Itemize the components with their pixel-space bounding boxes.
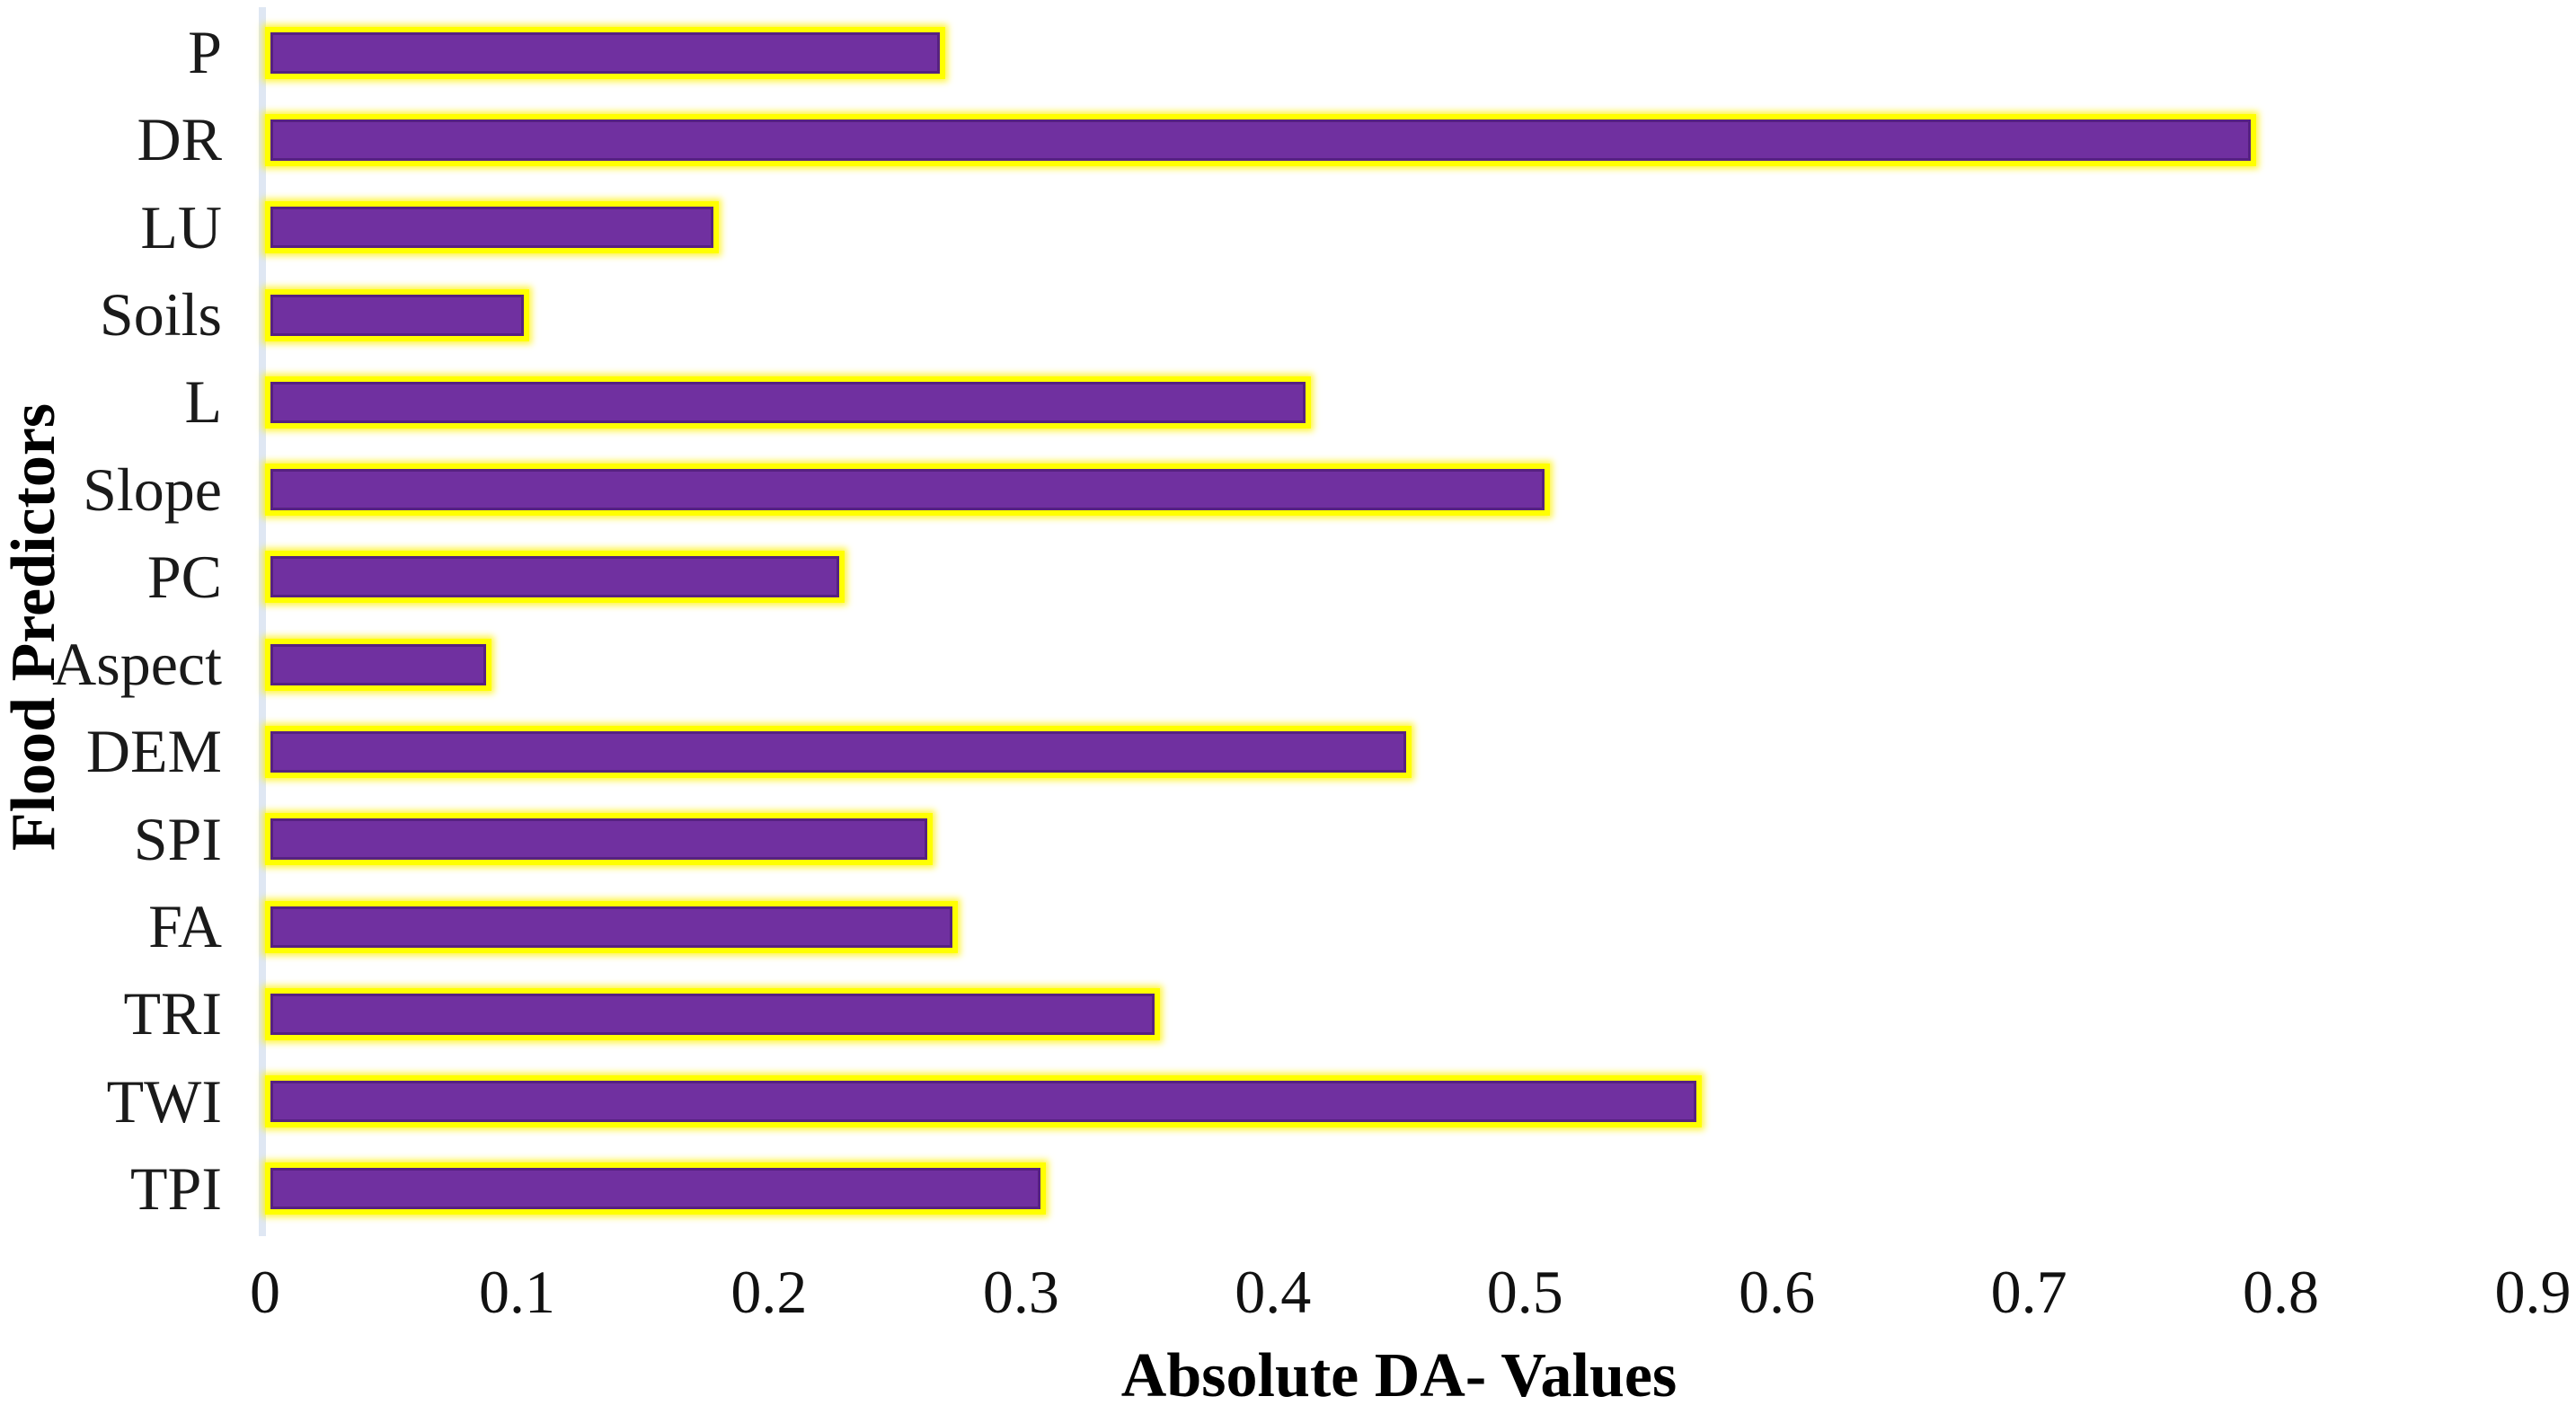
x-tick-0: 0 xyxy=(250,1258,280,1326)
category-label-FA: FA xyxy=(148,891,222,960)
x-tick-0.8: 0.8 xyxy=(2243,1258,2320,1326)
x-tick-0.3: 0.3 xyxy=(982,1258,1059,1326)
category-label-Slope: Slope xyxy=(83,455,222,524)
bar-PC xyxy=(265,551,845,604)
bar-P xyxy=(265,26,945,79)
bar-LU xyxy=(265,201,719,254)
category-label-SPI: SPI xyxy=(133,804,222,873)
category-label-DR: DR xyxy=(137,105,222,174)
bar-DEM xyxy=(265,725,1412,778)
y-axis-line xyxy=(259,7,266,1236)
category-label-TRI: TRI xyxy=(123,979,222,1048)
bar-FA xyxy=(265,900,958,953)
x-tick-0.9: 0.9 xyxy=(2494,1258,2572,1326)
bar-TWI xyxy=(265,1075,1702,1128)
bar-DR xyxy=(265,113,2256,166)
category-label-Aspect: Aspect xyxy=(52,630,222,699)
category-label-TWI: TWI xyxy=(106,1066,222,1136)
x-axis-title: Absolute DA- Values xyxy=(1120,1341,1677,1410)
x-tick-0.6: 0.6 xyxy=(1739,1258,1816,1326)
x-tick-0.1: 0.1 xyxy=(478,1258,555,1326)
x-tick-0.4: 0.4 xyxy=(1235,1258,1312,1326)
bar-Slope xyxy=(265,464,1550,517)
category-label-DEM: DEM xyxy=(85,717,222,786)
bar-TPI xyxy=(265,1162,1046,1215)
bar-L xyxy=(265,376,1311,429)
category-label-LU: LU xyxy=(140,192,222,261)
category-label-PC: PC xyxy=(146,542,222,611)
bar-Soils xyxy=(265,288,529,341)
bar-SPI xyxy=(265,813,933,866)
x-tick-0.5: 0.5 xyxy=(1486,1258,1563,1326)
x-tick-0.2: 0.2 xyxy=(730,1258,808,1326)
bar-Aspect xyxy=(265,638,491,691)
category-label-L: L xyxy=(184,367,222,437)
category-label-TPI: TPI xyxy=(130,1153,222,1223)
plot-area xyxy=(265,9,2533,1233)
category-label-P: P xyxy=(188,18,222,87)
category-label-Soils: Soils xyxy=(99,279,222,349)
bar-TRI xyxy=(265,987,1160,1040)
x-tick-0.7: 0.7 xyxy=(1990,1258,2067,1326)
